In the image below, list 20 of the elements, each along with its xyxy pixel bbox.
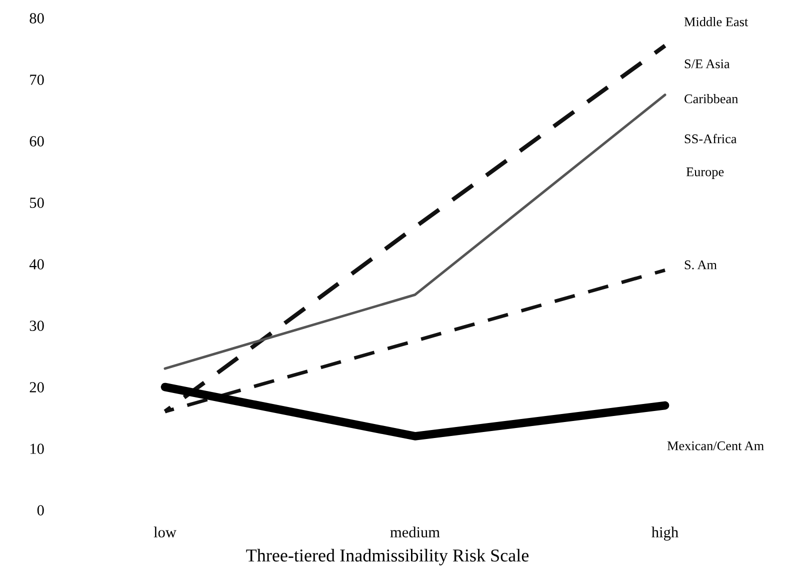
y-tick-label: 30 <box>30 320 44 331</box>
x-tick-label: low <box>154 526 176 538</box>
y-tick-label: 80 <box>30 13 44 24</box>
annotation: S/E Asia <box>684 59 730 68</box>
annotation: Europe <box>686 168 724 179</box>
annotation: Caribbean <box>684 94 738 104</box>
x-axis-title: Three-tiered Inadmissibility Risk Scale <box>246 548 529 566</box>
annotation: SS-Africa <box>684 134 737 144</box>
y-tick-label: 70 <box>30 74 44 85</box>
annotation: Mexican/Cent Am <box>667 441 764 450</box>
y-tick-label: 50 <box>30 198 44 208</box>
y-tick-label: 10 <box>30 444 44 454</box>
y-tick-label: 60 <box>30 136 44 146</box>
y-tick-label: 0 <box>37 505 44 516</box>
x-tick-label: high <box>652 526 678 541</box>
x-tick-label: medium <box>390 526 440 538</box>
y-tick-label: 40 <box>29 259 44 270</box>
annotation: S. Am <box>684 260 717 270</box>
y-tick-label: 20 <box>30 382 44 392</box>
annotation: Middle East <box>684 17 748 26</box>
